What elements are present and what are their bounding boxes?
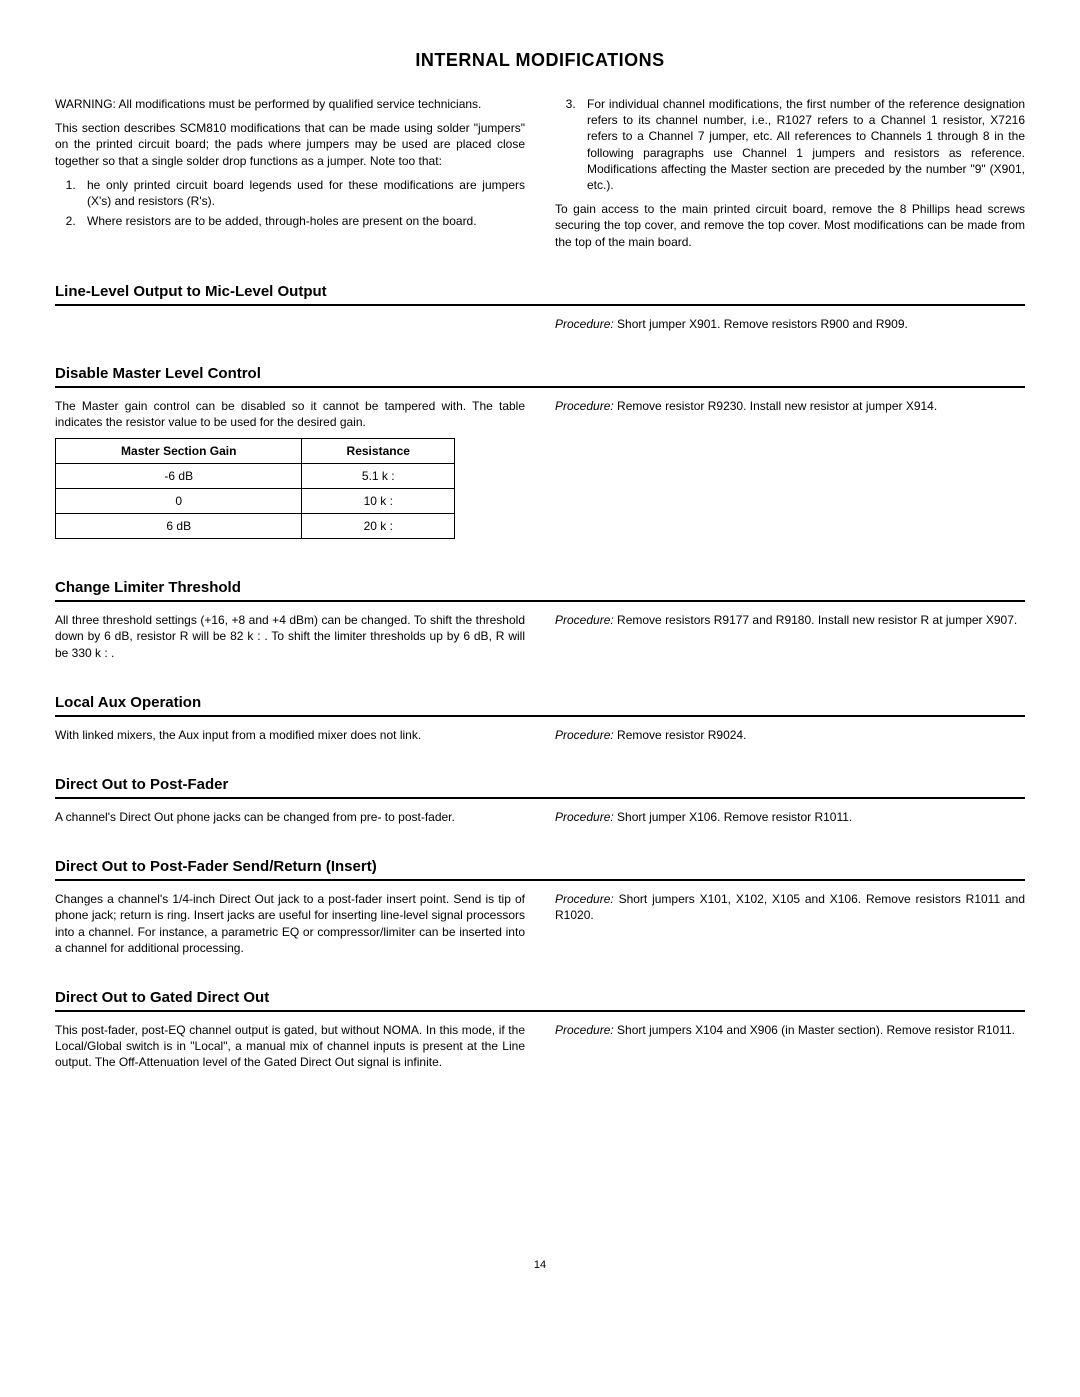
section-title-local-aux: Local Aux Operation	[55, 694, 1025, 711]
procedure-text: Procedure: Remove resistor R9230. Instal…	[555, 398, 1025, 414]
intro-block: WARNING: All modifications must be perfo…	[55, 96, 1025, 258]
procedure-body: Remove resistor R9024.	[617, 728, 746, 742]
section-text: A channel's Direct Out phone jacks can b…	[55, 809, 525, 825]
procedure-text: Procedure: Short jumper X106. Remove res…	[555, 809, 1025, 825]
procedure-text: Procedure: Short jumpers X104 and X906 (…	[555, 1022, 1025, 1038]
procedure-text: Procedure: Remove resistors R9177 and R9…	[555, 612, 1025, 628]
gain-table: Master Section Gain Resistance -6 dB 5.1…	[55, 438, 455, 539]
section-text: Changes a channel's 1/4-inch Direct Out …	[55, 891, 525, 956]
procedure-body: Short jumper X901. Remove resistors R900…	[617, 317, 908, 331]
table-row: -6 dB 5.1 k :	[56, 464, 455, 489]
page-number: 14	[55, 1259, 1025, 1271]
section-rule	[55, 304, 1025, 306]
procedure-label: Procedure:	[555, 892, 614, 906]
section-text: With linked mixers, the Aux input from a…	[55, 727, 525, 743]
section-title-direct-insert: Direct Out to Post-Fader Send/Return (In…	[55, 858, 1025, 875]
section-rule	[55, 797, 1025, 799]
intro-desc: This section describes SCM810 modificati…	[55, 120, 525, 169]
table-row: 6 dB 20 k :	[56, 514, 455, 539]
table-cell: 20 k :	[302, 514, 455, 539]
procedure-body: Short jumpers X101, X102, X105 and X106.…	[555, 892, 1025, 922]
section-text: All three threshold settings (+16, +8 an…	[55, 612, 525, 661]
procedure-text: Procedure: Remove resistor R9024.	[555, 727, 1025, 743]
warning-text: WARNING: All modifications must be perfo…	[55, 96, 525, 112]
section-text: This post-fader, post-EQ channel output …	[55, 1022, 525, 1071]
access-text: To gain access to the main printed circu…	[555, 201, 1025, 250]
section-title-disable-master: Disable Master Level Control	[55, 365, 1025, 382]
intro-list-item: Where resistors are to be added, through…	[79, 213, 525, 229]
table-cell: 0	[56, 489, 302, 514]
section-rule	[55, 600, 1025, 602]
intro-list-item: he only printed circuit board legends us…	[79, 177, 525, 209]
procedure-body: Short jumper X106. Remove resistor R1011…	[617, 810, 852, 824]
section-rule	[55, 715, 1025, 717]
procedure-label: Procedure:	[555, 728, 614, 742]
section-title-direct-post: Direct Out to Post-Fader	[55, 776, 1025, 793]
procedure-label: Procedure:	[555, 810, 614, 824]
section-rule	[55, 386, 1025, 388]
section-title-line-level: Line-Level Output to Mic-Level Output	[55, 283, 1025, 300]
section-title-limiter: Change Limiter Threshold	[55, 579, 1025, 596]
section-title-direct-gated: Direct Out to Gated Direct Out	[55, 989, 1025, 1006]
procedure-label: Procedure:	[555, 317, 614, 331]
table-cell: -6 dB	[56, 464, 302, 489]
page-title: INTERNAL MODIFICATIONS	[55, 50, 1025, 71]
intro-list: he only printed circuit board legends us…	[55, 177, 525, 230]
procedure-body: Remove resistors R9177 and R9180. Instal…	[617, 613, 1017, 627]
procedure-label: Procedure:	[555, 399, 614, 413]
intro-list-item: For individual channel modifications, th…	[579, 96, 1025, 193]
table-cell: 6 dB	[56, 514, 302, 539]
section-rule	[55, 1010, 1025, 1012]
table-cell: 5.1 k :	[302, 464, 455, 489]
procedure-body: Remove resistor R9230. Install new resis…	[617, 399, 937, 413]
procedure-label: Procedure:	[555, 1023, 614, 1037]
procedure-label: Procedure:	[555, 613, 614, 627]
table-header: Resistance	[302, 439, 455, 464]
procedure-text: Procedure: Short jumper X901. Remove res…	[555, 316, 1025, 332]
section-rule	[55, 879, 1025, 881]
procedure-text: Procedure: Short jumpers X101, X102, X10…	[555, 891, 1025, 923]
table-header: Master Section Gain	[56, 439, 302, 464]
table-row: 0 10 k :	[56, 489, 455, 514]
section-text: The Master gain control can be disabled …	[55, 398, 525, 430]
intro-list-cont: For individual channel modifications, th…	[555, 96, 1025, 193]
procedure-body: Short jumpers X104 and X906 (in Master s…	[617, 1023, 1015, 1037]
table-cell: 10 k :	[302, 489, 455, 514]
